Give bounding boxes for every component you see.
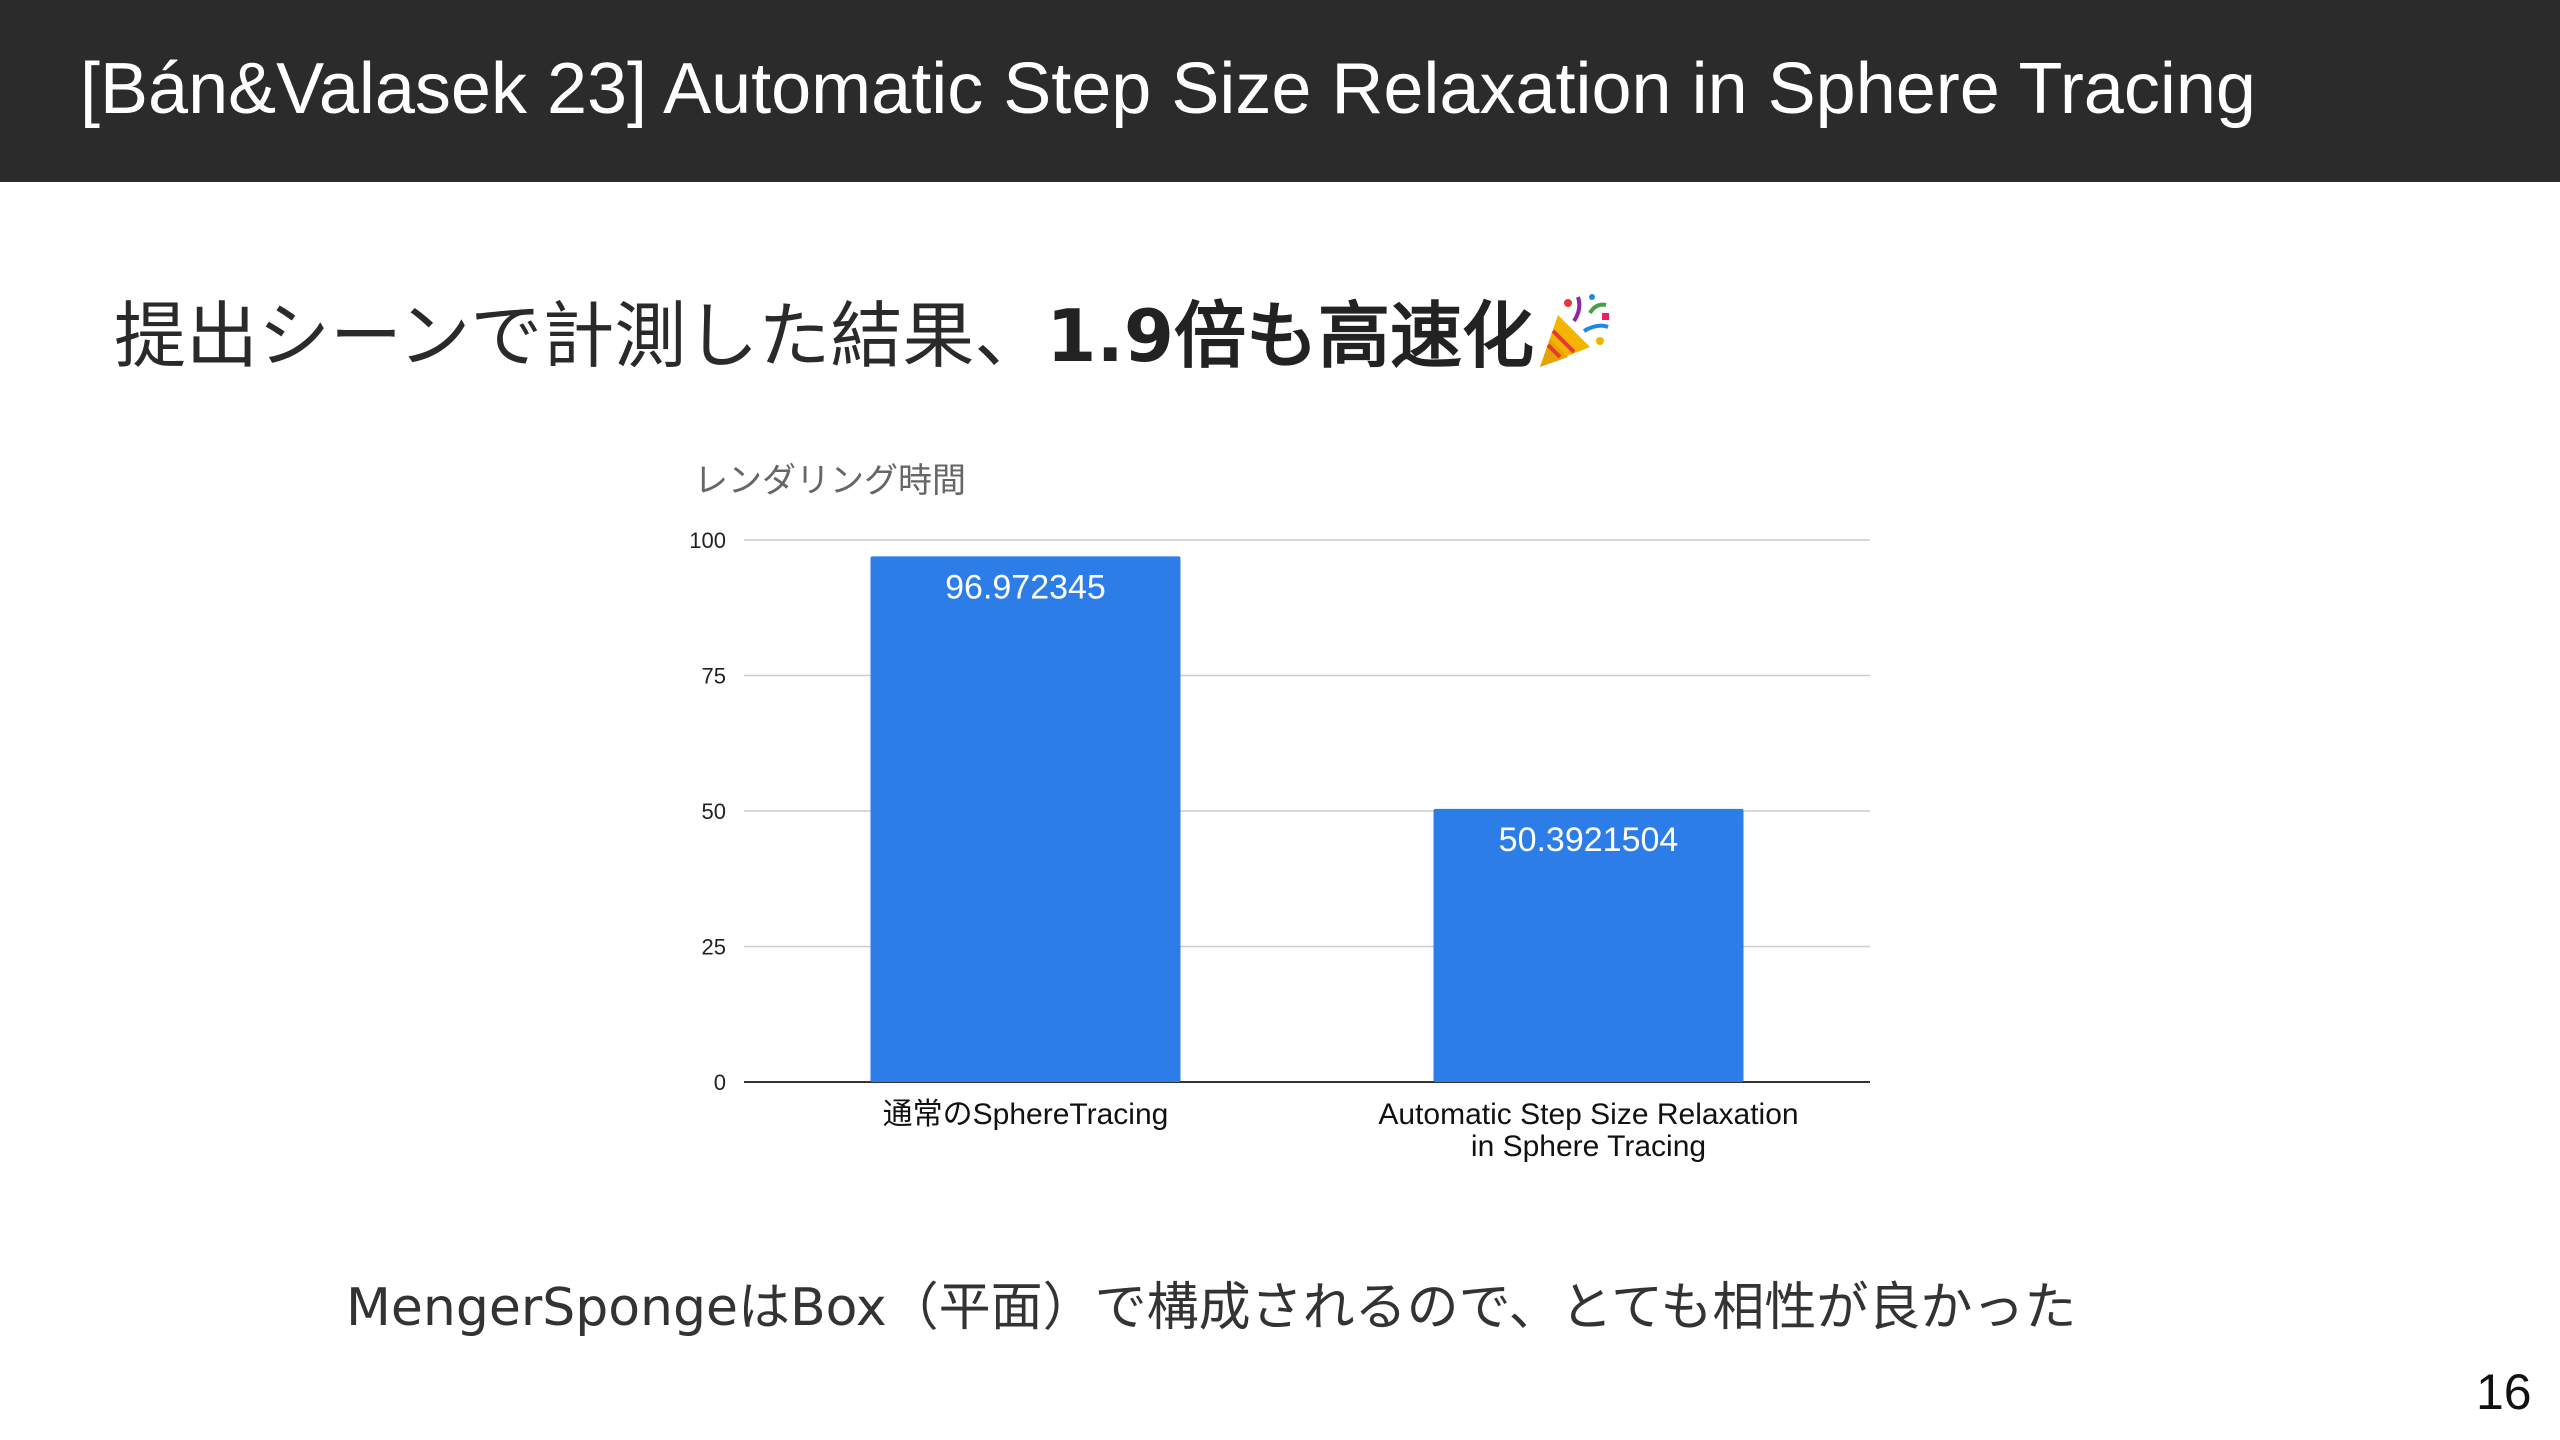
headline: 提出シーンで計測した結果、1.9倍も高速化 [114, 288, 1614, 384]
headline-text: 提出シーンで計測した結果、 [114, 294, 1047, 378]
rendering-time-chart: レンダリング時間 0 25 50 75 100 96.972345 通常のSphereTrac… [660, 450, 1900, 1190]
bar [1433, 808, 1744, 1082]
bar [870, 556, 1181, 1082]
y-tick-label: 0 [714, 1070, 726, 1095]
chart-title: レンダリング時間 [694, 461, 966, 501]
y-tick-label: 75 [702, 664, 726, 689]
x-category-label: Automatic Step Size Relaxation [1378, 1098, 1798, 1131]
y-tick-label: 50 [702, 799, 726, 824]
x-category-label: 通常のSphereTracing [883, 1098, 1169, 1131]
y-tick-label: 100 [689, 528, 726, 553]
party-popper-icon [1539, 294, 1609, 367]
slide-title: [Bán&Valasek 23] Automatic Step Size Rel… [80, 49, 2256, 129]
page-number: 16 [2476, 1364, 2532, 1420]
bar-data-label: 96.972345 [945, 568, 1106, 606]
title-bar: [Bán&Valasek 23] Automatic Step Size Rel… [0, 0, 2560, 182]
y-tick-label: 25 [702, 935, 726, 960]
bar-chart: レンダリング時間 0 25 50 75 100 96.972345 通常のSphereTrac… [689, 461, 1870, 1163]
bar-data-label: 50.3921504 [1499, 821, 1679, 859]
note-text: MengerSpongeはBox（平面）で構成されるので、とても相性が良かった [346, 1278, 2077, 1338]
x-category-label: in Sphere Tracing [1471, 1130, 1706, 1163]
headline-emphasis: 1.9倍も高速化 [1046, 294, 1534, 378]
